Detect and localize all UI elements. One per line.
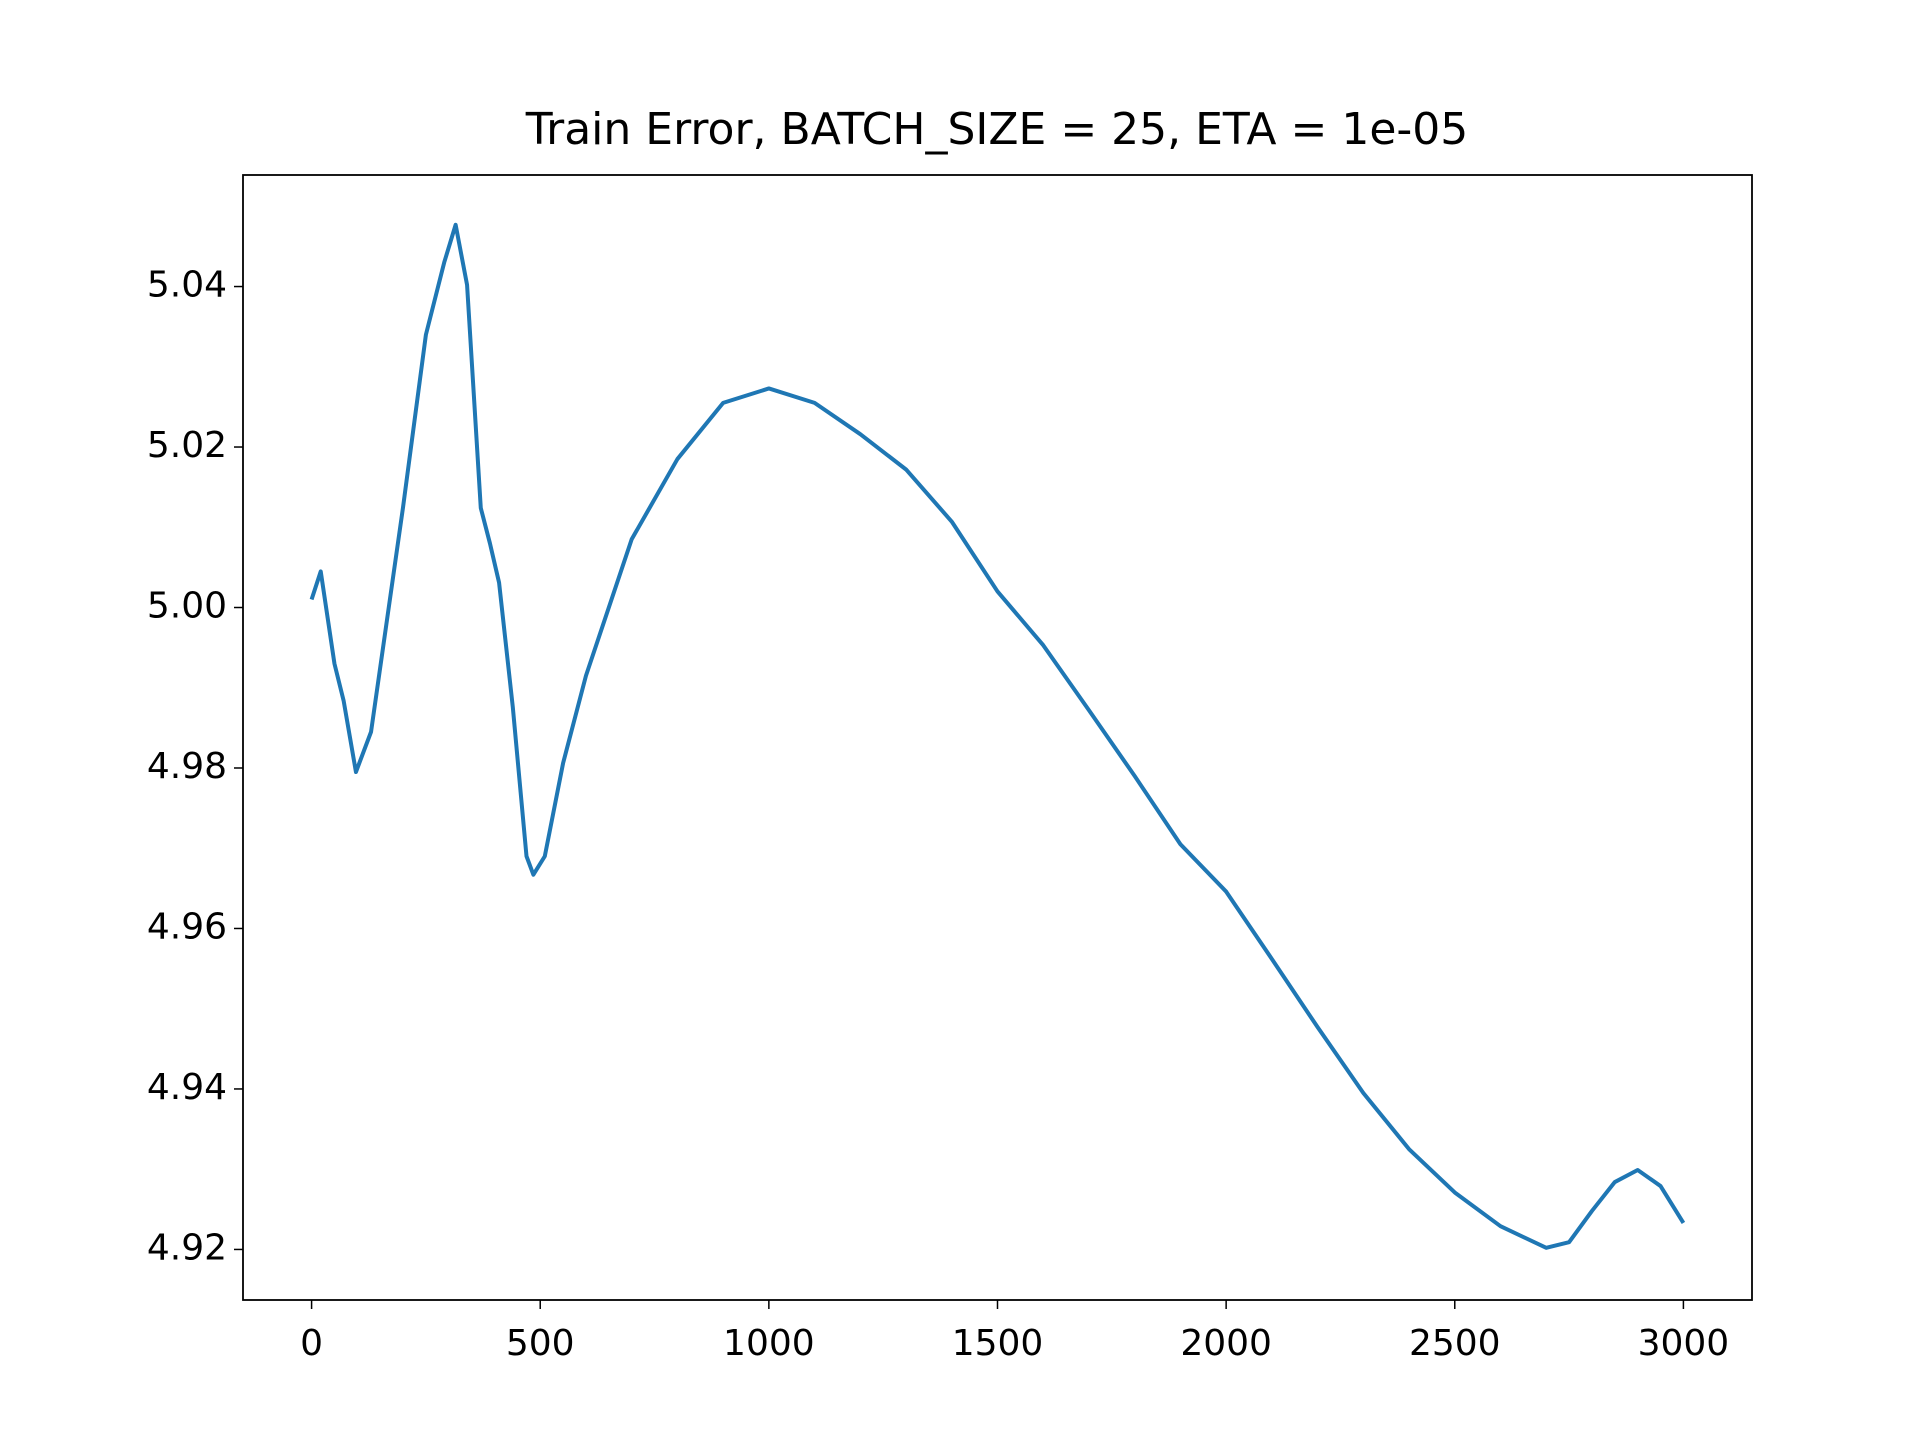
plot-frame	[242, 174, 1753, 1301]
x-tick-label: 2500	[1409, 1323, 1501, 1364]
x-tick-label: 1000	[723, 1323, 815, 1364]
y-tick-label: 5.02	[147, 425, 227, 466]
y-tick-label: 4.96	[147, 906, 227, 947]
y-tick-label: 4.94	[147, 1067, 227, 1108]
x-tick-label: 2000	[1180, 1323, 1272, 1364]
x-tick-label: 3000	[1638, 1323, 1730, 1364]
x-tick-label: 0	[300, 1323, 323, 1364]
chart-title: Train Error, BATCH_SIZE = 25, ETA = 1e-0…	[525, 104, 1469, 155]
x-tick-label: 1500	[952, 1323, 1044, 1364]
y-tick-label: 5.00	[147, 586, 227, 627]
y-tick-label: 4.92	[147, 1227, 227, 1268]
y-tick-label: 5.04	[147, 265, 227, 306]
line-series	[309, 222, 1686, 1250]
x-tick-label: 500	[506, 1323, 575, 1364]
y-tick-label: 4.98	[147, 746, 227, 787]
